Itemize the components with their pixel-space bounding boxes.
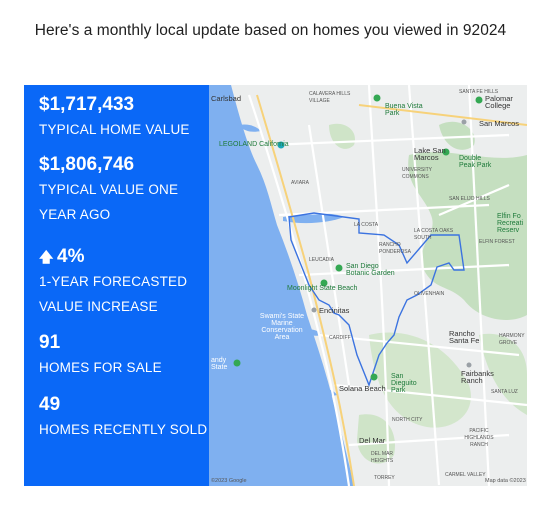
- homes-for-sale-value: 91: [39, 332, 61, 353]
- map-label-encinitas: Encinitas: [319, 306, 350, 315]
- map-label-palomar: Palomar College: [485, 94, 513, 110]
- map-label-legoland: LEGOLAND California: [219, 141, 289, 148]
- typical-value-year-ago: $1,806,746: [39, 154, 135, 175]
- forecast-value-row: 🡅 4%: [39, 245, 209, 269]
- map-label-la-costa-oaks: LA COSTA OAKS SOUTH: [414, 228, 454, 241]
- up-arrow-icon: 🡅: [39, 249, 54, 265]
- map-label-sandy-state: andy State: [211, 357, 228, 371]
- map-label-san-dieguito: San Dieguito Park: [391, 373, 417, 394]
- map-label-carmel-valley: CARMEL VALLEY: [445, 472, 486, 478]
- map-label-torrey: TORREY: [374, 475, 395, 481]
- map-label-swamis: Swami's State Marine Conservation Area: [259, 313, 305, 341]
- typical-home-value-label: TYPICAL HOME VALUE: [39, 122, 190, 137]
- map-label-san-marcos: San Marcos: [479, 119, 520, 128]
- map-label-santa-fe-hills: SANTA FE HILLS: [459, 89, 499, 95]
- homes-recently-sold-value: 49: [39, 394, 61, 415]
- map-label-aviara: AVIARA: [291, 180, 309, 186]
- map-label-carlsbad: Carlsbad: [211, 94, 242, 103]
- map-graphic: [209, 85, 527, 486]
- typical-value-year-ago-stat: $1,806,746 TYPICAL VALUE ONE YEAR AGO: [39, 153, 209, 245]
- map-label-fairbanks: Fairbanks Ranch: [461, 369, 494, 385]
- update-header: Here's a monthly local update based on h…: [34, 22, 507, 39]
- map-label-elfin-forest-small: ELFIN FOREST: [479, 239, 515, 245]
- map-label-moonlight: Moonlight State Beach: [287, 285, 358, 292]
- forecast-stat: 🡅 4% 1-YEAR FORECASTED VALUE INCREASE: [39, 245, 209, 331]
- typical-value-year-ago-label: TYPICAL VALUE ONE YEAR AGO: [39, 182, 179, 222]
- map-label-rancho-santa-fe: Rancho Santa Fe: [449, 329, 480, 345]
- map-label-santa-luz: SANTA LUZ: [491, 389, 518, 395]
- map-label-university-commons: UNIVERSITY COMMONS: [402, 167, 432, 180]
- typical-home-value: $1,717,433: [39, 94, 135, 115]
- map-label-elfin-forest: Elfin Fo Recreati Reserv: [497, 213, 524, 234]
- map-label-la-costa: LA COSTA: [354, 222, 379, 228]
- market-summary-card: $1,717,433 TYPICAL HOME VALUE $1,806,746…: [24, 85, 527, 486]
- stats-panel: $1,717,433 TYPICAL HOME VALUE $1,806,746…: [24, 85, 209, 486]
- map-label-solana-beach: Solana Beach: [339, 384, 386, 393]
- homes-recently-sold-stat: 49 HOMES RECENTLY SOLD: [39, 393, 209, 443]
- forecast-label: 1-YEAR FORECASTED VALUE INCREASE: [39, 274, 188, 314]
- map-label-calavera: CALAVERA HILLS VILLAGE: [309, 91, 351, 104]
- forecast-value: 4%: [57, 246, 85, 267]
- area-map[interactable]: Carlsbad CALAVERA HILLS VILLAGE SANTA FE…: [209, 85, 527, 486]
- map-label-del-mar: Del Mar: [359, 436, 386, 445]
- map-label-north-city: NORTH CITY: [392, 417, 423, 423]
- map-label-cardiff: CARDIFF: [329, 335, 351, 341]
- map-label-botanic-garden: San Diego Botanic Garden: [346, 263, 395, 277]
- map-label-del-mar-heights: DEL MAR HEIGHTS: [371, 451, 394, 464]
- typical-home-value-stat: $1,717,433 TYPICAL HOME VALUE: [39, 93, 209, 153]
- homes-for-sale-label: HOMES FOR SALE: [39, 360, 162, 375]
- map-label-leucadia: LEUCADIA: [309, 257, 335, 263]
- map-label-rancho-ponderosa: RANCHO PONDEROSA: [379, 242, 411, 255]
- map-label-lake-san-marcos: Lake San Marcos: [414, 146, 446, 162]
- homes-recently-sold-label: HOMES RECENTLY SOLD: [39, 422, 208, 437]
- map-label-olivenhain: OLIVENHAIN: [414, 291, 445, 297]
- map-label-pacific-highlands: PACIFIC HIGHLANDS RANCH: [464, 428, 494, 448]
- map-label-san-elijo: SAN ELIJO HILLS: [449, 196, 490, 202]
- map-label-double-peak: Double Peak Park: [459, 155, 492, 169]
- map-label-buena-vista: Buena Vista Park: [385, 103, 423, 117]
- homes-for-sale-stat: 91 HOMES FOR SALE: [39, 331, 209, 393]
- map-copyright: ©2023 Google: [211, 478, 247, 484]
- map-label-harmony: HARMONY GROVE: [499, 333, 525, 346]
- map-data-attribution: Map data ©2023: [485, 478, 526, 484]
